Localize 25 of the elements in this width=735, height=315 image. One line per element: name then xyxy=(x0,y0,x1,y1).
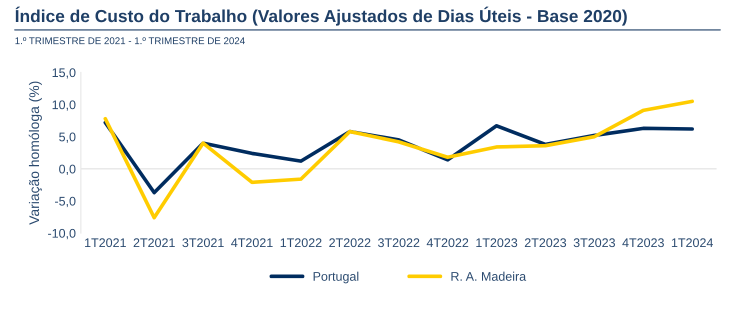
y-tick-label: 10,0 xyxy=(52,100,76,111)
y-tick-label: 0,0 xyxy=(59,164,76,175)
chart-title: Índice de Custo do Trabalho (Valores Ajustados de Dias Úteis - Base 2020) xyxy=(16,6,627,26)
y-tick-label: -10,0 xyxy=(48,228,76,240)
legend-label: R. A. Madeira xyxy=(451,272,526,281)
y-tick-label: -5,0 xyxy=(55,196,76,208)
x-tick-label: 1T2023 xyxy=(476,238,518,248)
x-tick-label: 1T2021 xyxy=(85,238,126,248)
x-tick-label: 4T2023 xyxy=(622,238,664,248)
x-tick-label: 3T2023 xyxy=(574,238,616,248)
x-tick-label: 3T2021 xyxy=(182,238,224,248)
x-tick-label: 4T2021 xyxy=(231,238,273,248)
x-tick-label: 1T2022 xyxy=(280,238,322,248)
x-tick-label: 1T2024 xyxy=(672,238,714,248)
x-tick-label: 2T2022 xyxy=(329,238,370,248)
y-tick-label: 15,0 xyxy=(52,68,76,79)
x-tick-label: 4T2022 xyxy=(426,238,468,248)
chart-subtitle: 1.º TRIMESTRE DE 2021 - 1.º TRIMESTRE DE 2024 xyxy=(15,37,245,44)
legend-label: Portugal xyxy=(314,272,358,284)
x-tick-label: 3T2022 xyxy=(378,238,420,248)
line-series xyxy=(104,100,694,220)
y-tick-label: 5,0 xyxy=(59,132,76,143)
y-axis-title: Variação homóloga (%) xyxy=(28,82,42,225)
x-tick-label: 2T2021 xyxy=(134,238,175,248)
x-tick-label: 2T2023 xyxy=(524,238,566,248)
